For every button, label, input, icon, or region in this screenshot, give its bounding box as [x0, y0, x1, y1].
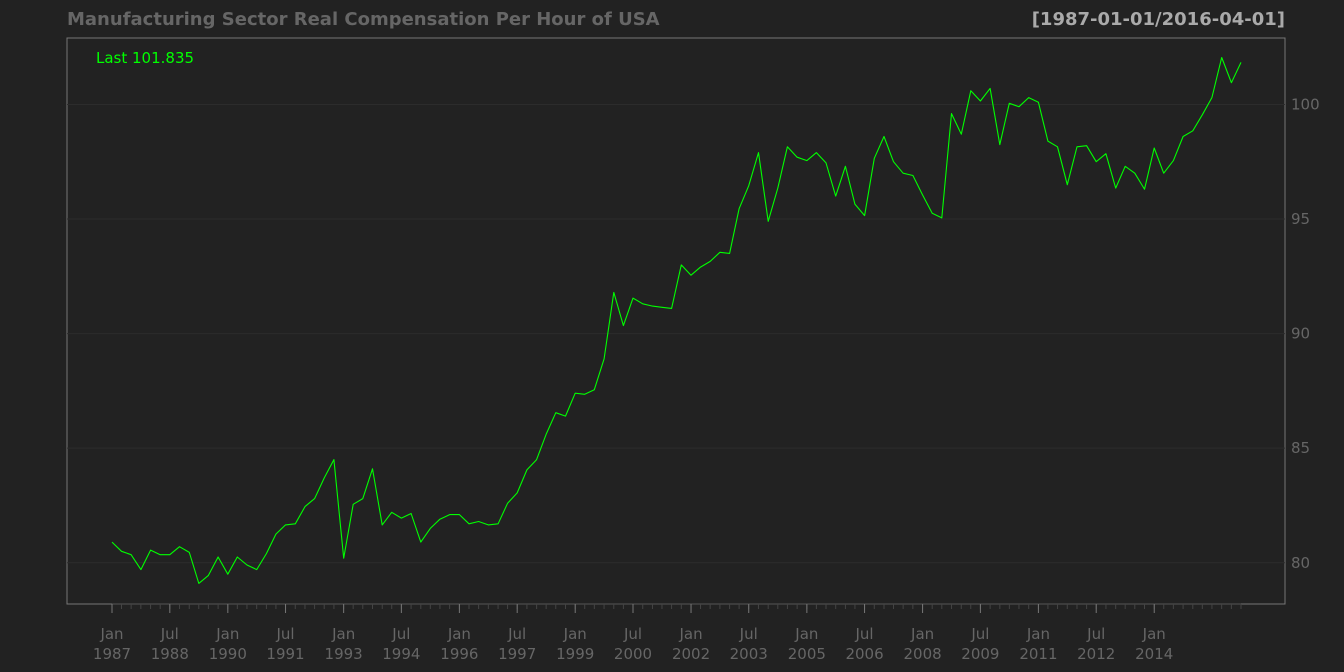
x-tick-label-top: Jul	[623, 625, 642, 643]
x-tick-label-bottom: 1994	[382, 645, 420, 663]
x-tick-label-bottom: 2014	[1135, 645, 1173, 663]
x-tick-label-top: Jul	[391, 625, 410, 643]
x-tick-label-bottom: 1997	[498, 645, 536, 663]
chart-title: Manufacturing Sector Real Compensation P…	[67, 9, 660, 30]
y-tick-label: 90	[1291, 325, 1310, 343]
x-tick-label-bottom: 2006	[845, 645, 883, 663]
x-tick-label-top: Jan	[447, 625, 471, 643]
series-line	[111, 56, 1242, 584]
x-tick-label-top: Jul	[507, 625, 526, 643]
x-tick-label-top: Jul	[160, 625, 179, 643]
x-tick-label-top: Jan	[910, 625, 934, 643]
y-tick-label: 85	[1291, 439, 1310, 457]
plot-frame	[66, 37, 1286, 605]
x-tick-label-top: Jul	[1086, 625, 1105, 643]
x-tick-label-bottom: 2002	[672, 645, 710, 663]
x-tick-label-top: Jan	[215, 625, 239, 643]
x-tick-label-bottom: 1996	[440, 645, 478, 663]
x-tick-label-bottom: 2012	[1077, 645, 1115, 663]
x-tick-label-top: Jul	[855, 625, 874, 643]
y-tick-label: 100	[1291, 95, 1320, 113]
x-tick-label-bottom: 1999	[556, 645, 594, 663]
x-axis: Jan 1987 Jul 1988 Jan 1990 Jul 1991 Jan 1993 Jul 19…	[93, 603, 1242, 663]
x-tick-label-bottom: 1987	[93, 645, 131, 663]
x-tick-label-bottom: 1991	[266, 645, 304, 663]
x-tick-label-top: Jan	[1026, 625, 1050, 643]
x-tick-label-bottom: 1988	[151, 645, 189, 663]
x-tick-label-bottom: 2000	[614, 645, 652, 663]
y-tick-label: 95	[1291, 210, 1310, 228]
x-tick-label-bottom: 2005	[788, 645, 826, 663]
gridlines	[67, 103, 1285, 564]
x-tick-label-top: Jan	[1142, 625, 1166, 643]
y-tick-label: 80	[1291, 554, 1310, 572]
x-tick-label-top: Jan	[794, 625, 818, 643]
date-range-label: [1987-01-01/2016-04-01]	[1032, 9, 1285, 30]
x-tick-label-top: Jul	[275, 625, 294, 643]
x-tick-label-bottom: 2003	[730, 645, 768, 663]
last-value-label: Last 101.835	[96, 49, 194, 67]
x-tick-label-bottom: 2008	[903, 645, 941, 663]
x-tick-label-top: Jul	[970, 625, 989, 643]
x-tick-label-top: Jan	[678, 625, 702, 643]
x-tick-label-top: Jan	[99, 625, 123, 643]
x-tick-label-top: Jan	[563, 625, 587, 643]
y-axis: 80 85 90 95 100	[1291, 95, 1320, 571]
x-tick-label-bottom: 2011	[1019, 645, 1057, 663]
x-tick-label-bottom: 2009	[961, 645, 999, 663]
x-tick-label-top: Jan	[331, 625, 355, 643]
x-tick-label-bottom: 1990	[209, 645, 247, 663]
x-tick-label-top: Jul	[739, 625, 758, 643]
x-tick-label-bottom: 1993	[325, 645, 363, 663]
